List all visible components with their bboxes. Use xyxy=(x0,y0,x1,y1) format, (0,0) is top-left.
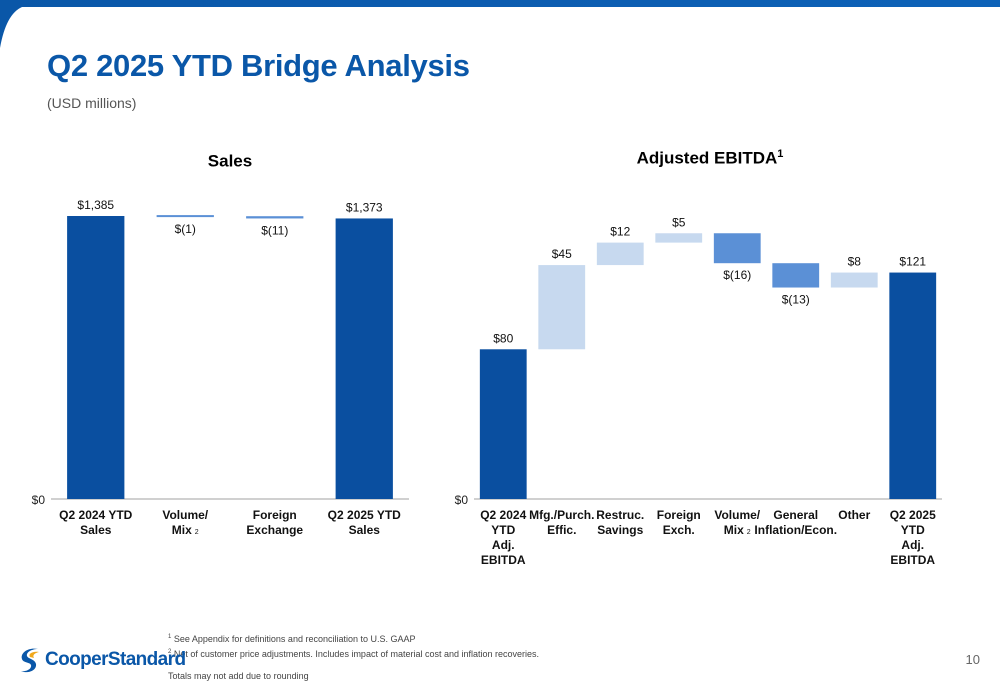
ebitda-category-label-1-0: Mfg./Purch. xyxy=(529,508,594,522)
sales-category-sup-1: 2 xyxy=(195,529,199,536)
ebitda-category-label-0-3: EBITDA xyxy=(481,553,526,567)
ebitda-data-label-3: $5 xyxy=(672,215,686,229)
sales-category-label-2-1: Exchange xyxy=(246,523,303,537)
footnote-1-marker: 1 xyxy=(168,634,172,640)
ebitda-data-label-7: $121 xyxy=(899,255,926,269)
ebitda-category-label-2-1: Savings xyxy=(597,523,643,537)
ebitda-bar-3 xyxy=(655,233,703,243)
ebitda-bar-5 xyxy=(772,263,820,288)
footnote-1: 1 See Appendix for definitions and recon… xyxy=(168,631,539,646)
ebitda-category-sup-4: 2 xyxy=(747,529,751,536)
page-title: Q2 2025 YTD Bridge Analysis xyxy=(47,48,470,83)
ebitda-category-label-0-0: Q2 2024 xyxy=(480,508,526,522)
logo-text: CooperStandard xyxy=(45,649,186,670)
sales-data-label-2: $(11) xyxy=(261,223,288,237)
ebitda-category-label-7-2: Adj. xyxy=(901,538,924,552)
ebitda-category-label-7-0: Q2 2025 xyxy=(890,508,936,522)
ebitda-bar-0 xyxy=(479,349,527,499)
ebitda-category-label-3-1: Exch. xyxy=(663,523,695,537)
ebitda-category-label-3-0: Foreign xyxy=(657,508,701,522)
ebitda-data-label-5: $(13) xyxy=(782,293,810,307)
company-logo: CooperStandard xyxy=(18,643,186,677)
ebitda-data-label-1: $45 xyxy=(552,247,572,261)
sales-data-label-3: $1,373 xyxy=(346,200,383,214)
ebitda-category-label-0-2: Adj. xyxy=(492,538,515,552)
ebitda-data-label-4: $(16) xyxy=(723,268,751,282)
footnote-2-marker: 2 xyxy=(168,649,172,655)
ebitda-category-label-5-1: Inflation/Econ. xyxy=(754,523,837,537)
sales-chart-title-text: Sales xyxy=(207,151,253,171)
ebitda-category-label-7-3: EBITDA xyxy=(890,553,935,567)
ebitda-chart-title: Adjusted EBITDA1 xyxy=(600,148,820,169)
sales-bar-0 xyxy=(67,216,125,499)
ebitda-bar-6 xyxy=(830,272,878,288)
ebitda-category-label-2-0: Restruc. xyxy=(596,508,644,522)
ebitda-category-label-0-1: YTD xyxy=(491,523,515,537)
sales-data-label-1: $(1) xyxy=(175,222,196,236)
sales-bar-2 xyxy=(246,216,304,219)
ebitda-bar-2 xyxy=(596,242,644,266)
header-swoosh xyxy=(0,0,1000,48)
ebitda-category-label-1-1: Effic. xyxy=(547,523,576,537)
sales-ytick-zero: $0 xyxy=(32,493,46,507)
ebitda-bar-7 xyxy=(889,272,937,499)
sales-bar-1 xyxy=(156,215,214,218)
ebitda-chart-title-text: Adjusted EBITDA xyxy=(636,148,778,168)
footnote-3: Totals may not add due to rounding xyxy=(168,671,309,681)
ebitda-ytick-zero: $0 xyxy=(455,493,469,507)
footnote-2-text: Net of customer price adjustments. Inclu… xyxy=(173,649,540,659)
sales-category-label-0-1: Sales xyxy=(80,523,112,537)
sales-data-label-0: $1,385 xyxy=(77,198,114,212)
sales-chart-title: Sales xyxy=(150,148,310,172)
sales-category-label-3-0: Q2 2025 YTD xyxy=(328,508,401,522)
ebitda-category-label-4-0: Volume/ xyxy=(714,508,760,522)
sales-category-label-3-1: Sales xyxy=(349,523,381,537)
ebitda-data-label-0: $80 xyxy=(493,331,513,345)
sales-bar-3 xyxy=(335,218,393,500)
footnote-1-text: See Appendix for definitions and reconci… xyxy=(173,634,416,644)
footnote-2: 2 Net of customer price adjustments. Inc… xyxy=(168,646,539,661)
sales-category-label-1-0: Volume/ xyxy=(162,508,208,522)
ebitda-data-label-6: $8 xyxy=(848,255,862,269)
cooper-standard-swoosh-icon xyxy=(21,648,39,673)
sales-category-label-2-0: Foreign xyxy=(253,508,297,522)
page-subtitle: (USD millions) xyxy=(47,95,137,111)
sales-category-label-0-0: Q2 2024 YTD xyxy=(59,508,132,522)
ebitda-category-label-6-0: Other xyxy=(838,508,870,522)
ebitda-bar-1 xyxy=(538,265,586,350)
footnotes: 1 See Appendix for definitions and recon… xyxy=(168,631,539,683)
ebitda-bar-4 xyxy=(713,233,761,264)
ebitda-data-label-2: $12 xyxy=(610,225,630,239)
ebitda-chart-title-sup: 1 xyxy=(777,148,784,160)
ebitda-category-label-5-0: General xyxy=(773,508,818,522)
ebitda-category-label-7-1: YTD xyxy=(901,523,925,537)
ebitda-category-label-4-1: Mix 2 xyxy=(724,523,751,537)
page-number: 10 xyxy=(965,652,980,667)
